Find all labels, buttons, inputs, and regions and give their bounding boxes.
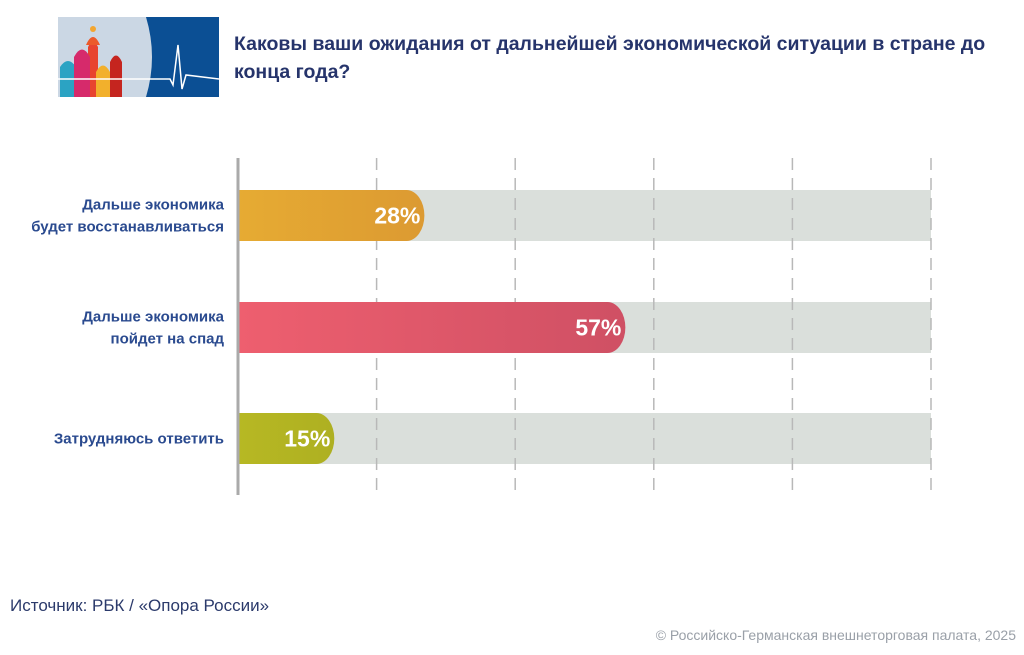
value-label: 28% — [374, 203, 420, 229]
bar — [238, 302, 626, 353]
copyright: © Российско-Германская внешнеторговая па… — [655, 627, 1016, 643]
bar-track — [238, 413, 931, 464]
bar — [238, 190, 425, 241]
source-note: Источник: РБК / «Опора России» — [10, 596, 270, 615]
category-label: будет восстанавливаться — [31, 219, 224, 236]
category-label: пойдет на спад — [111, 331, 225, 348]
chart-title: Каковы ваши ожидания от дальнейшей эконо… — [234, 33, 986, 83]
category-label: Затрудняюсь ответить — [54, 431, 224, 448]
category-label: Дальше экономика — [82, 197, 224, 214]
value-label: 57% — [575, 315, 621, 341]
logo — [58, 17, 219, 97]
bar — [238, 413, 335, 464]
category-label: Дальше экономика — [82, 309, 224, 326]
value-label: 15% — [284, 426, 330, 452]
